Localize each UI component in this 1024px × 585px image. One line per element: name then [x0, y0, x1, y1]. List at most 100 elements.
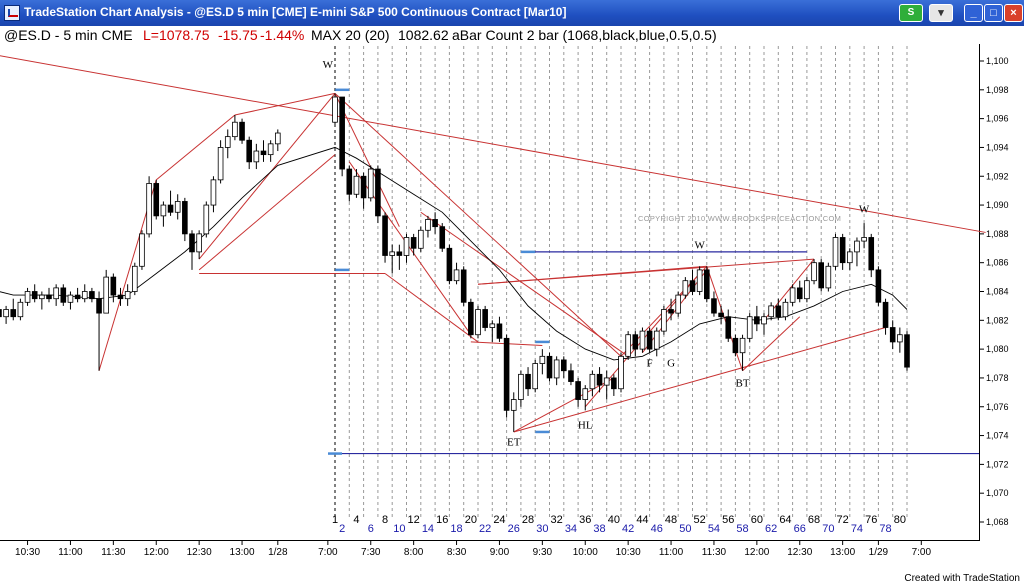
candlestick: [124, 284, 131, 306]
down-candle-body: [239, 121, 245, 141]
trendline: [706, 266, 744, 371]
down-candle-body: [732, 337, 739, 354]
time-tick-label: 12:00: [744, 547, 769, 558]
time-axis-line: [0, 540, 980, 541]
price-tick-label: 1,080: [986, 344, 1009, 354]
s-badge-button[interactable]: S: [899, 4, 923, 22]
down-candle-body: [10, 309, 17, 318]
price-tick-label: 1,100: [986, 56, 1009, 66]
bar-number-label: 12: [408, 514, 420, 526]
candlestick: [875, 266, 882, 306]
trendline: [0, 55, 986, 233]
time-tick-label: 10:30: [616, 547, 641, 558]
moving-average: [0, 146, 908, 361]
up-candle-body: [81, 291, 88, 300]
price-tick-label: 1,088: [986, 229, 1009, 239]
up-candle-body: [274, 132, 281, 145]
trendline: [334, 93, 400, 227]
up-candle-body: [539, 355, 546, 364]
bar-number-label: 36: [579, 514, 591, 526]
up-candle-body: [332, 96, 338, 123]
down-candle-body: [575, 381, 581, 400]
candlestick: [117, 287, 124, 306]
candlestick: [332, 93, 338, 126]
close-button[interactable]: ×: [1004, 4, 1023, 22]
minimize-button[interactable]: _: [964, 4, 983, 22]
up-candle-body: [203, 204, 210, 235]
candlestick: [854, 237, 860, 267]
candlestick: [432, 212, 438, 234]
down-candle-body: [410, 237, 417, 249]
candlestick: [625, 331, 631, 360]
candlestick: [210, 176, 217, 213]
candlestick: [553, 356, 560, 386]
chart-header: @ES.D - 5 min CME L=1078.75 -15.75 -1.44…: [0, 26, 1024, 44]
up-candle-body: [217, 147, 224, 181]
trendline: [155, 114, 236, 181]
down-candle-body: [460, 269, 467, 303]
down-candle-body: [646, 330, 653, 350]
candlestick: [389, 244, 395, 274]
candlestick: [575, 377, 581, 407]
bar-number-label: 46: [651, 523, 663, 535]
up-candle-body: [825, 265, 832, 289]
down-candle-body: [89, 291, 95, 300]
down-candle-body: [246, 139, 253, 163]
candlestick: [661, 305, 667, 335]
bar-number-label: 34: [565, 523, 577, 535]
price-axis: 1,068 1,070 1,072 1,074 1,076 1,078 1,080 1,082…: [979, 56, 1009, 527]
bar-number-label: 16: [436, 514, 448, 526]
trendline: [420, 211, 629, 357]
down-candle-body: [754, 316, 760, 325]
bar-number-label: 54: [708, 523, 720, 535]
up-candle-body: [861, 237, 867, 242]
up-candle-body: [146, 183, 152, 235]
title-bar: TradeStation Chart Analysis - @ES.D 5 mi…: [0, 0, 1024, 26]
candlestick: [146, 176, 152, 238]
bar-number-label: 24: [493, 514, 505, 526]
candlestick: [746, 313, 753, 342]
candlestick: [403, 233, 410, 263]
down-candle-body: [503, 337, 510, 411]
price-tick-label: 1,086: [986, 258, 1009, 268]
candlestick: [67, 291, 74, 310]
up-candle-body: [696, 269, 703, 292]
up-candle-body: [425, 219, 431, 231]
bar-number-label: 56: [722, 514, 734, 526]
menu-button[interactable]: ▾: [929, 4, 953, 22]
down-candle-body: [46, 294, 52, 300]
up-candle-body: [39, 294, 45, 300]
candlestick: [618, 352, 624, 393]
candlestick: [460, 266, 467, 306]
candlestick: [675, 291, 681, 317]
down-candle-body: [339, 96, 345, 170]
up-candle-body: [603, 377, 610, 386]
up-candle-body: [267, 143, 274, 156]
bar-number-label: 62: [765, 523, 777, 535]
price-tick-label: 1,090: [986, 200, 1009, 210]
candlestick: [525, 367, 531, 396]
down-candle-body: [668, 309, 674, 314]
time-tick-label: 11:00: [659, 547, 684, 558]
candlestick: [532, 359, 538, 393]
candlestick: [754, 305, 760, 332]
time-tick-label: 12:30: [187, 547, 212, 558]
bar-number-label: 42: [622, 523, 634, 535]
down-candle-body: [875, 269, 882, 303]
up-candle-body: [174, 201, 181, 213]
candlestick: [696, 266, 703, 296]
down-candle-body: [31, 291, 38, 300]
candlestick: [353, 169, 360, 198]
candlestick: [24, 287, 31, 306]
candlestick: [789, 284, 796, 306]
price-tick-label: 1,096: [986, 114, 1009, 124]
candlestick: [174, 194, 181, 220]
up-candle-body: [403, 237, 410, 256]
down-candle-body: [775, 305, 782, 318]
maximize-button[interactable]: □: [984, 4, 1003, 22]
candlestick: [510, 392, 517, 432]
time-tick-label: 9:30: [533, 547, 553, 558]
bar-number-label: 22: [479, 523, 491, 535]
time-tick-label: 1/28: [268, 547, 288, 558]
